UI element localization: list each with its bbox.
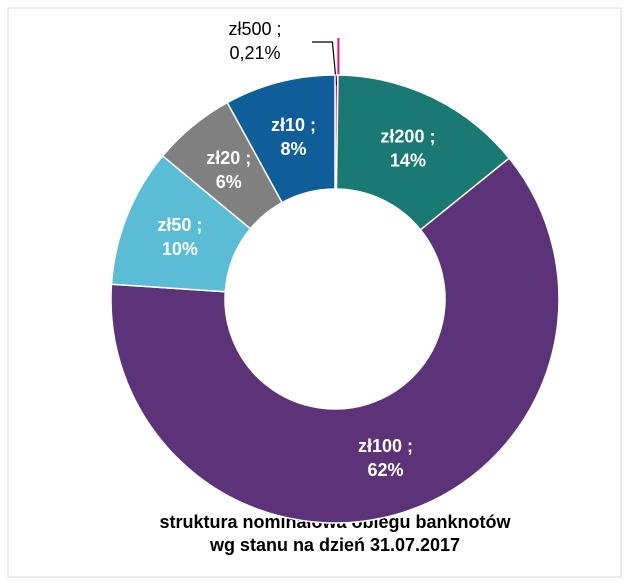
- data-label: 14%: [390, 151, 426, 171]
- data-label: 10%: [162, 239, 198, 259]
- data-label: 0,21%: [229, 43, 280, 63]
- data-label: zł20 ;: [206, 148, 251, 168]
- leader-line: [312, 41, 338, 86]
- data-label: zł10 ;: [271, 115, 316, 135]
- data-label: zł100 ;: [358, 436, 413, 456]
- data-label: zł200 ;: [380, 127, 435, 147]
- data-label: zł50 ;: [157, 215, 202, 235]
- data-label: zł500 ;: [228, 19, 281, 39]
- data-label: 6%: [216, 172, 242, 192]
- chart-title: wg stanu na dzień 31.07.2017: [209, 535, 460, 555]
- slice: [226, 74, 336, 204]
- data-label: 62%: [367, 460, 403, 480]
- slice: [110, 157, 560, 524]
- data-label: 8%: [281, 139, 307, 159]
